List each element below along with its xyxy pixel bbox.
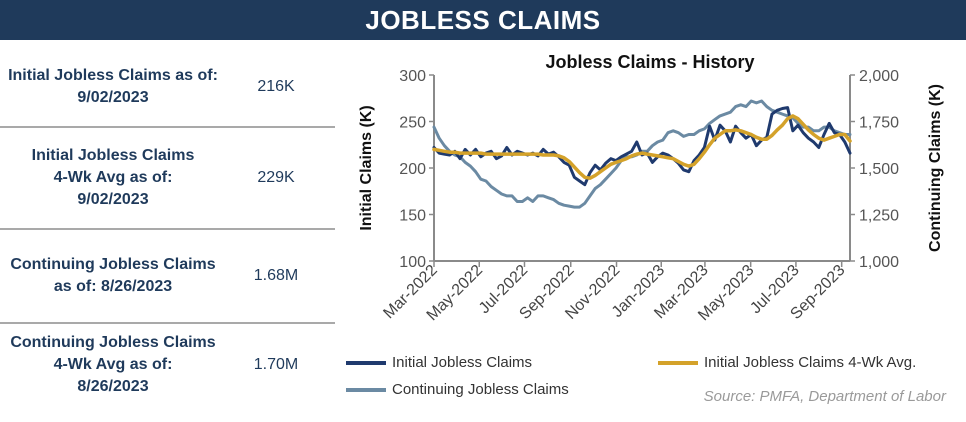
right-tick-label: 1,750: [859, 115, 899, 132]
legend-item-initial: Initial Jobless Claims: [346, 354, 532, 371]
right-axis-label: Continuing Claims (K): [927, 84, 944, 252]
right-tick-label: 1,250: [859, 208, 899, 225]
stats-panel: Initial Jobless Claims as of: 9/02/2023 …: [0, 48, 335, 406]
left-tick-label: 200: [399, 161, 426, 178]
stat-row-initial-claims: Initial Jobless Claims as of: 9/02/2023 …: [0, 48, 335, 128]
stat-value: 229K: [257, 169, 295, 186]
jobless-claims-chart: Jobless Claims - History 100 150 200 250 300 1…: [358, 52, 944, 324]
stat-value: 1.70M: [253, 356, 299, 373]
right-tick-label: 2,000: [859, 68, 899, 85]
right-tick-label: 1,500: [859, 161, 899, 178]
stat-label: Initial Jobless Claims as of: 9/02/2023: [8, 67, 218, 106]
stat-value: 1.68M: [253, 267, 299, 284]
source-note: Source: PMFA, Department of Labor: [703, 388, 946, 405]
stat-label: Initial Jobless Claims 4-Wk Avg as of: 9…: [31, 147, 195, 208]
legend-swatch: [346, 387, 386, 392]
legend-label: Initial Jobless Claims: [392, 354, 533, 371]
legend-item-average: Initial Jobless Claims 4-Wk Avg.: [658, 354, 916, 371]
legend-swatch: [346, 360, 386, 365]
series-line-initial-claims-4wk-avg: [432, 114, 852, 180]
stat-row-initial-claims-4wk: Initial Jobless Claims 4-Wk Avg as of: 9…: [0, 128, 335, 230]
left-tick-label: 100: [399, 254, 426, 271]
left-tick-label: 150: [399, 208, 426, 225]
stat-row-continuing-claims-4wk: Continuing Jobless Claims 4-Wk Avg as of…: [0, 324, 335, 406]
right-tick-label: 1,000: [859, 254, 899, 271]
legend-swatch: [658, 360, 698, 365]
stat-label: Continuing Jobless Claims 4-Wk Avg as of…: [10, 334, 216, 395]
left-tick-label: 250: [399, 115, 426, 132]
stat-value: 216K: [257, 78, 295, 95]
legend-item-continuing: Continuing Jobless Claims: [346, 381, 569, 398]
stat-row-continuing-claims: Continuing Jobless Claims as of: 8/26/20…: [0, 230, 335, 324]
page-title: JOBLESS CLAIMS: [0, 0, 966, 40]
legend-label: Initial Jobless Claims 4-Wk Avg.: [704, 354, 917, 371]
chart-legend: Initial Jobless Claims Initial Jobless C…: [340, 346, 966, 422]
left-tick-label: 300: [399, 68, 426, 85]
legend-label: Continuing Jobless Claims: [392, 381, 569, 398]
left-axis-label: Initial Claims (K): [358, 105, 375, 230]
stat-label: Continuing Jobless Claims as of: 8/26/20…: [10, 256, 216, 295]
chart-title: Jobless Claims - History: [545, 52, 754, 72]
